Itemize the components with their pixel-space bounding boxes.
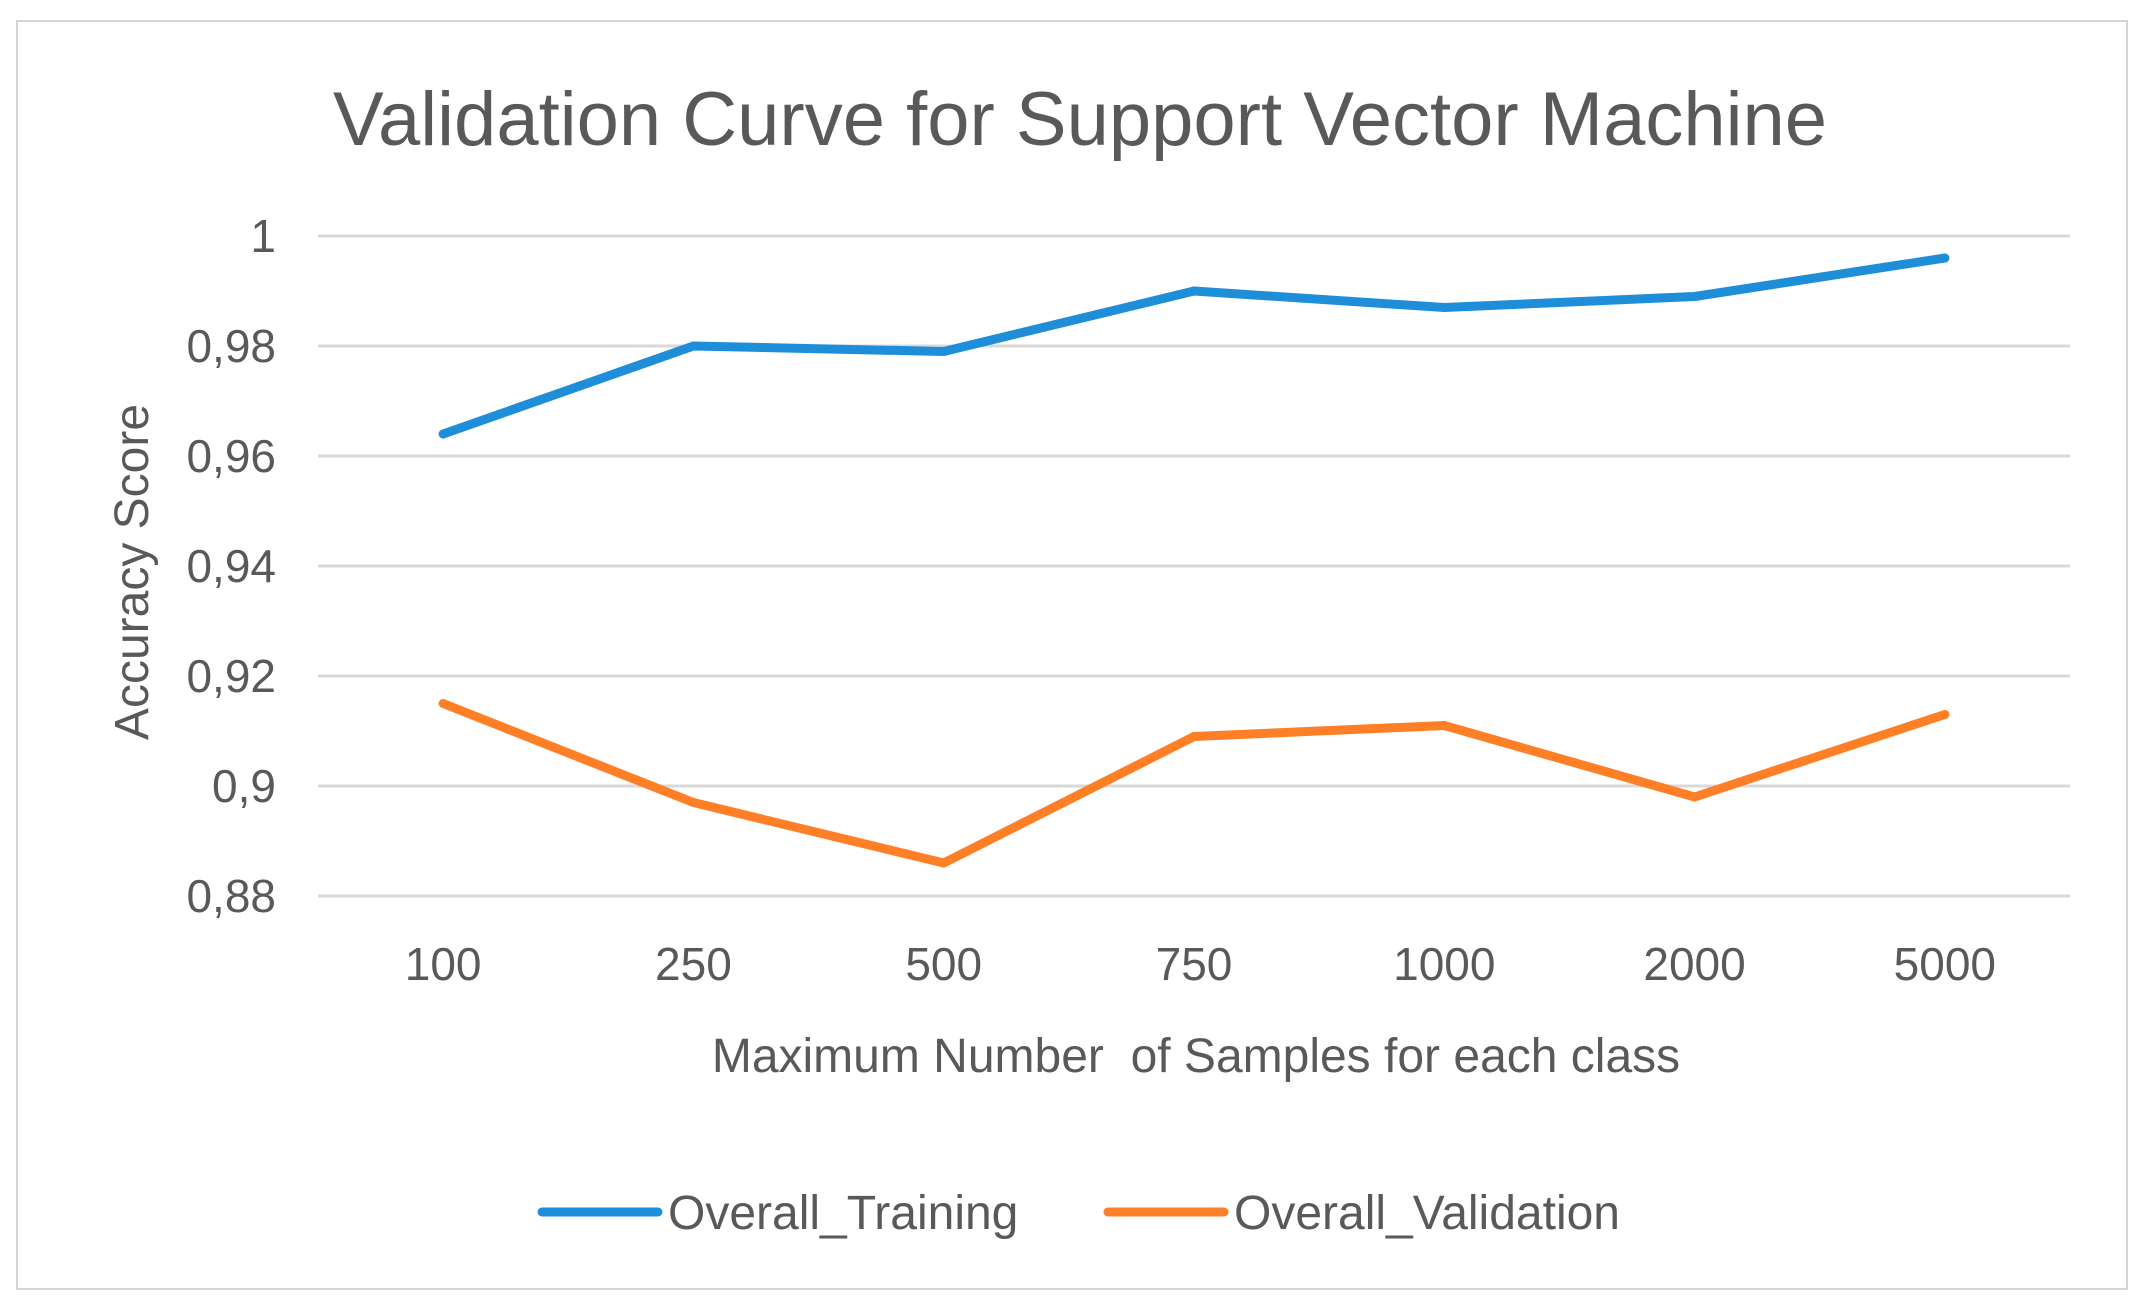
data-point xyxy=(1940,710,1950,719)
data-point xyxy=(1189,732,1199,741)
data-point xyxy=(1690,792,1700,802)
legend-label: Overall_Training xyxy=(668,1187,1018,1240)
data-point xyxy=(939,858,949,868)
y-tick-label: 0,88 xyxy=(186,870,276,922)
grid-lines xyxy=(318,234,2070,898)
data-point xyxy=(1690,292,1700,301)
x-tick-label: 5000 xyxy=(1894,938,1996,990)
x-tick-label: 500 xyxy=(905,938,982,990)
data-point xyxy=(939,347,949,356)
x-tick-label: 2000 xyxy=(1643,938,1745,990)
x-tick-label: 750 xyxy=(1156,938,1233,990)
y-tick-label: 0,9 xyxy=(212,760,276,812)
y-axis-ticks: 0,88 0,9 0,92 0,94 0,96 0,98 1 xyxy=(186,210,276,922)
data-point xyxy=(1439,303,1449,312)
x-tick-label: 1000 xyxy=(1393,938,1495,990)
data-point xyxy=(688,341,698,351)
y-tick-label: 1 xyxy=(250,210,276,262)
legend-label: Overall_Validation xyxy=(1234,1187,1620,1240)
data-point xyxy=(1940,253,1950,263)
y-axis-label: Accuracy Score xyxy=(106,404,159,740)
y-tick-label: 0,96 xyxy=(186,430,276,482)
y-tick-label: 0,98 xyxy=(186,320,276,372)
series-lines xyxy=(438,253,1950,868)
y-tick-label: 0,94 xyxy=(186,540,276,592)
data-point xyxy=(688,798,698,807)
x-axis-label: Maximum Number of Samples for each class xyxy=(712,1030,1680,1083)
data-point xyxy=(438,429,448,439)
series-line-overall-validation xyxy=(438,699,1950,868)
legend: Overall_Training Overall_Validation xyxy=(537,1187,1620,1240)
data-point xyxy=(1439,721,1449,730)
x-tick-label: 100 xyxy=(405,938,482,990)
data-point xyxy=(438,699,448,708)
chart-title: Validation Curve for Support Vector Mach… xyxy=(333,77,1827,162)
y-tick-label: 0,92 xyxy=(186,650,276,702)
chart-frame xyxy=(16,20,2128,1290)
data-point xyxy=(1189,286,1199,296)
x-tick-label: 250 xyxy=(655,938,732,990)
x-axis-ticks: 100 250 500 750 1000 2000 5000 xyxy=(405,938,1996,990)
